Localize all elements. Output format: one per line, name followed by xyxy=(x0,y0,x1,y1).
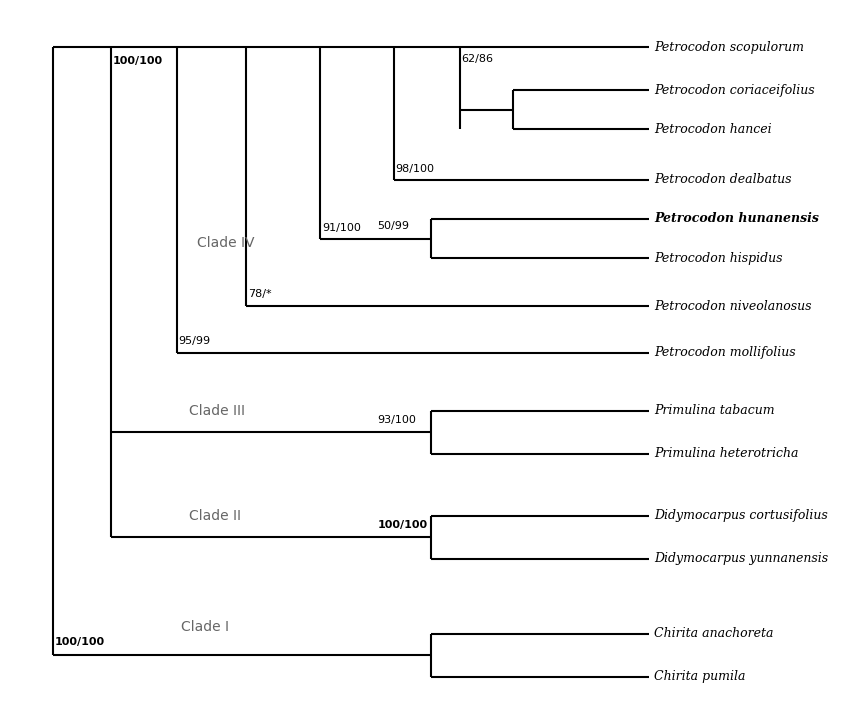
Text: Clade II: Clade II xyxy=(189,509,241,523)
Text: 100/100: 100/100 xyxy=(378,520,428,530)
Text: Primulina tabacum: Primulina tabacum xyxy=(654,404,775,417)
Text: 95/99: 95/99 xyxy=(178,335,210,345)
Text: 100/100: 100/100 xyxy=(112,56,162,66)
Text: 50/99: 50/99 xyxy=(378,222,410,232)
Text: Petrocodon hunanensis: Petrocodon hunanensis xyxy=(654,212,819,225)
Text: Petrocodon niveolanosus: Petrocodon niveolanosus xyxy=(654,300,812,313)
Text: 78/*: 78/* xyxy=(248,289,271,299)
Text: Chirita pumila: Chirita pumila xyxy=(654,670,746,683)
Text: Petrocodon mollifolius: Petrocodon mollifolius xyxy=(654,346,796,359)
Text: 93/100: 93/100 xyxy=(378,415,416,425)
Text: Petrocodon hispidus: Petrocodon hispidus xyxy=(654,252,783,265)
Text: 91/100: 91/100 xyxy=(321,223,360,233)
Text: Didymocarpus cortusifolius: Didymocarpus cortusifolius xyxy=(654,510,828,523)
Text: Primulina heterotricha: Primulina heterotricha xyxy=(654,447,798,460)
Text: Petrocodon dealbatus: Petrocodon dealbatus xyxy=(654,173,791,186)
Text: Petrocodon coriaceifolius: Petrocodon coriaceifolius xyxy=(654,83,815,96)
Text: Petrocodon scopulorum: Petrocodon scopulorum xyxy=(654,41,804,54)
Text: Didymocarpus yunnanensis: Didymocarpus yunnanensis xyxy=(654,552,829,565)
Text: Clade I: Clade I xyxy=(181,620,229,634)
Text: Clade III: Clade III xyxy=(189,404,245,418)
Text: Clade IV: Clade IV xyxy=(197,236,255,250)
Text: 62/86: 62/86 xyxy=(461,54,493,64)
Text: Petrocodon hancei: Petrocodon hancei xyxy=(654,123,772,136)
Text: 100/100: 100/100 xyxy=(55,637,105,647)
Text: 98/100: 98/100 xyxy=(396,164,435,174)
Text: Chirita anachoreta: Chirita anachoreta xyxy=(654,628,774,641)
